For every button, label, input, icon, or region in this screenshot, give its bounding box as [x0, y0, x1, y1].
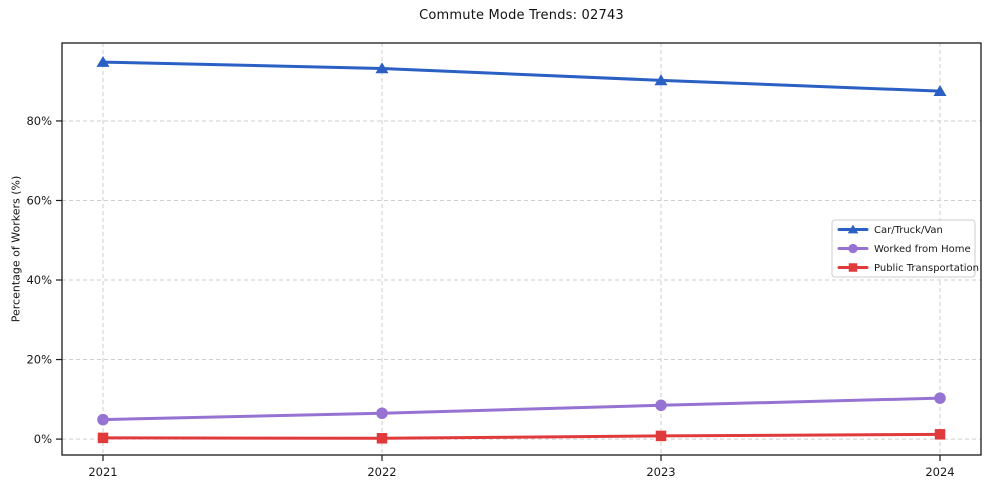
legend-marker-triangle — [847, 224, 859, 234]
legend-marker-circle — [848, 243, 858, 254]
x-tick-label: 2021 — [88, 465, 117, 479]
axes-box — [61, 42, 982, 456]
data-point-car-truck-van — [375, 62, 389, 74]
y-tick-label: 0% — [34, 432, 52, 446]
data-point-worked-from-home — [655, 399, 667, 412]
x-tick-label: 2024 — [925, 465, 954, 479]
y-tick-label: 20% — [26, 353, 52, 367]
data-point-public-transportation — [97, 432, 109, 444]
y-tick-label: 60% — [26, 193, 52, 207]
data-point-worked-from-home — [97, 413, 109, 426]
y-tick-label: 80% — [26, 114, 52, 128]
data-point-public-transportation — [934, 429, 946, 440]
series-line-public-transportation — [101, 432, 942, 440]
axis-ticks — [56, 120, 941, 461]
data-point-car-truck-van — [96, 55, 110, 67]
legend-label-worked-from-home: Worked from Home — [874, 244, 971, 255]
legend-label-public-transportation: Public Transportation — [874, 263, 979, 274]
series-line-worked-from-home — [101, 396, 942, 422]
legend: Car/Truck/Van Worked from Home Public Tran… — [831, 219, 979, 278]
data-point-car-truck-van — [654, 74, 668, 86]
legend-label-car-truck-van: Car/Truck/Van — [874, 225, 943, 236]
series-worked-from-home — [97, 392, 946, 426]
legend-marker-square — [848, 263, 858, 272]
data-point-worked-from-home — [934, 392, 946, 404]
data-point-car-truck-van — [933, 85, 947, 96]
x-tick-label: 2022 — [367, 465, 396, 479]
y-tick-label: 40% — [26, 273, 52, 287]
series-line-car-truck-van — [101, 60, 942, 93]
series-public-transportation — [97, 429, 946, 444]
data-point-worked-from-home — [376, 407, 388, 420]
chart-title: Commute Mode Trends: 02743 — [419, 8, 624, 23]
x-tick-label: 2023 — [646, 465, 675, 479]
data-point-public-transportation — [376, 433, 388, 444]
data-point-public-transportation — [655, 430, 667, 442]
legend-box — [831, 219, 976, 278]
series-car-truck-van — [96, 55, 947, 96]
